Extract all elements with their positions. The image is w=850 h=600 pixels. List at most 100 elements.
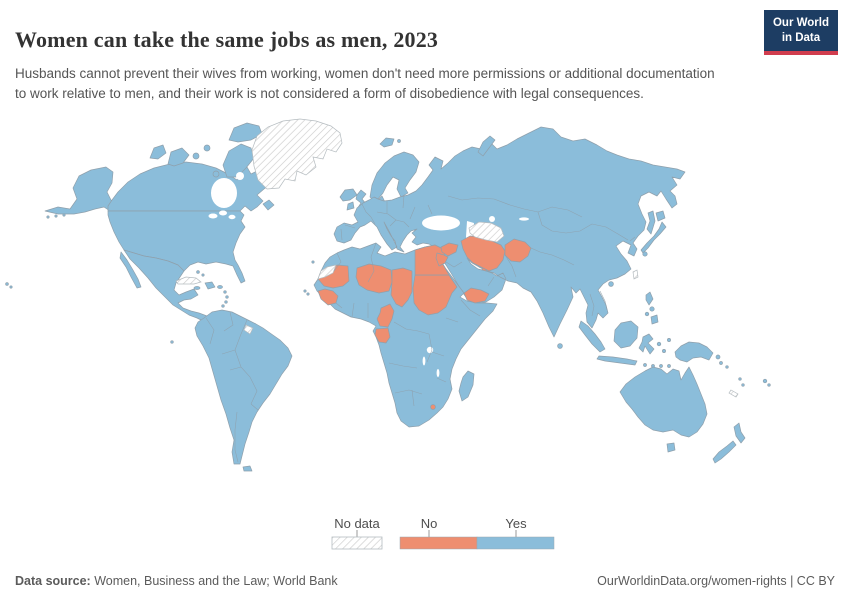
country-yemen[interactable] (463, 287, 490, 304)
license-link[interactable]: OurWorldinData.org/women-rights | CC BY (597, 574, 835, 588)
country-cameroon[interactable] (376, 303, 395, 328)
country-sudan[interactable] (412, 274, 458, 316)
country-eswatini[interactable] (430, 404, 436, 410)
island-madagascar[interactable] (458, 370, 475, 402)
region-iceland[interactable] (339, 188, 358, 202)
region-japan-kyushu[interactable] (642, 251, 648, 257)
island-tasmania[interactable] (666, 442, 676, 453)
country-cuba[interactable] (175, 276, 202, 285)
region-new-zealand-south[interactable] (712, 440, 737, 464)
island-galapagos[interactable] (170, 340, 174, 344)
island-vanuatu[interactable] (738, 377, 742, 381)
lake-tanganyika (422, 356, 426, 366)
island-victoria[interactable] (167, 147, 190, 167)
island-sri-lanka[interactable] (557, 343, 563, 349)
island-moluccas[interactable] (662, 349, 666, 353)
island-java[interactable] (596, 355, 638, 366)
island-arctic[interactable] (203, 144, 211, 152)
island-antilles[interactable] (224, 300, 228, 304)
country-guinea[interactable] (317, 288, 339, 306)
island-fiji[interactable] (767, 383, 771, 387)
country-turkmenistan[interactable] (468, 221, 505, 243)
island-cape-verde[interactable] (303, 289, 307, 293)
country-afghanistan[interactable] (504, 238, 532, 263)
island-vanuatu[interactable] (741, 383, 745, 387)
island-tierra-del-fuego[interactable] (242, 465, 253, 472)
island-moluccas[interactable] (656, 341, 662, 347)
region-french-guiana[interactable] (243, 324, 254, 335)
region-philippines[interactable] (645, 291, 654, 306)
island-hawaii[interactable] (9, 285, 13, 289)
region-canada[interactable] (107, 161, 272, 212)
country-gabon-eq-guinea[interactable] (374, 327, 391, 344)
region-scandinavia[interactable] (369, 151, 420, 201)
island-moluccas[interactable] (667, 338, 671, 342)
island-aleutian[interactable] (62, 213, 66, 217)
region-philippines[interactable] (644, 311, 650, 317)
legend-yes-swatch[interactable] (476, 536, 555, 550)
island-hainan[interactable] (608, 281, 614, 287)
island-canary[interactable] (311, 260, 315, 264)
island-lesser-sunda[interactable] (659, 364, 663, 368)
island-sumatra[interactable] (578, 320, 606, 353)
region-new-caledonia[interactable] (728, 389, 739, 398)
island-banks[interactable] (149, 144, 167, 160)
island-arctic[interactable] (192, 152, 200, 160)
island-southampton[interactable] (212, 170, 220, 178)
lake-ladoga (418, 179, 422, 183)
island-sakhalin[interactable] (646, 210, 656, 235)
region-western-sahara[interactable] (317, 264, 337, 280)
country-syria[interactable] (440, 242, 459, 257)
island-bahamas[interactable] (196, 270, 200, 274)
region-mexico-central-america[interactable] (123, 249, 216, 328)
country-jordan[interactable] (435, 252, 449, 267)
island-puerto-rico[interactable] (217, 285, 223, 289)
map-land-yes (5, 122, 771, 472)
island-aleutian[interactable] (46, 215, 50, 219)
data-source-text: Women, Business and the Law; World Bank (94, 574, 338, 588)
island-antilles[interactable] (225, 295, 229, 299)
island-sulawesi[interactable] (638, 333, 655, 355)
legend-yes-label: Yes (505, 516, 527, 531)
island-solomon[interactable] (725, 365, 729, 369)
region-taiwan[interactable] (632, 269, 639, 280)
island-cape-verde[interactable] (306, 292, 310, 296)
island-hawaii[interactable] (5, 282, 9, 286)
island-lesser-sunda[interactable] (667, 364, 671, 368)
island-fiji[interactable] (762, 378, 768, 384)
region-australia[interactable] (619, 366, 708, 438)
island-svalbard[interactable] (379, 137, 395, 148)
region-south-america[interactable] (194, 309, 293, 465)
lake-malawi (436, 369, 440, 377)
region-philippines[interactable] (650, 314, 659, 325)
island-hispaniola[interactable] (204, 281, 216, 290)
country-chad[interactable] (390, 267, 413, 308)
legend-no-swatch[interactable] (399, 536, 478, 550)
island-new-britain[interactable] (715, 354, 721, 360)
region-japan-hokkaido[interactable] (655, 210, 666, 222)
owid-logo[interactable]: Our World in Data (763, 10, 838, 55)
region-new-zealand-north[interactable] (733, 422, 746, 444)
region-alaska[interactable] (44, 166, 120, 215)
island-newfoundland[interactable] (262, 199, 275, 211)
island-ellesmere[interactable] (228, 122, 263, 143)
hudson-bay (211, 178, 237, 208)
island-new-guinea[interactable] (674, 341, 714, 363)
island-novaya-zemlya[interactable] (477, 135, 496, 157)
region-ireland[interactable] (346, 201, 355, 211)
island-svalbard[interactable] (397, 139, 401, 143)
island-bahamas[interactable] (201, 273, 205, 277)
island-borneo[interactable] (613, 320, 639, 349)
island-lesser-sunda[interactable] (643, 363, 647, 367)
region-baja[interactable] (119, 251, 142, 289)
region-philippines[interactable] (649, 306, 655, 312)
country-niger[interactable] (355, 263, 393, 294)
island-jamaica[interactable] (193, 286, 201, 290)
island-antilles[interactable] (221, 304, 225, 308)
island-antilles[interactable] (223, 290, 227, 294)
island-aleutian[interactable] (54, 214, 58, 218)
map-land-no (317, 235, 532, 410)
island-solomon[interactable] (719, 361, 723, 365)
region-greenland[interactable] (251, 118, 343, 190)
legend-no-data-swatch[interactable] (331, 536, 383, 550)
